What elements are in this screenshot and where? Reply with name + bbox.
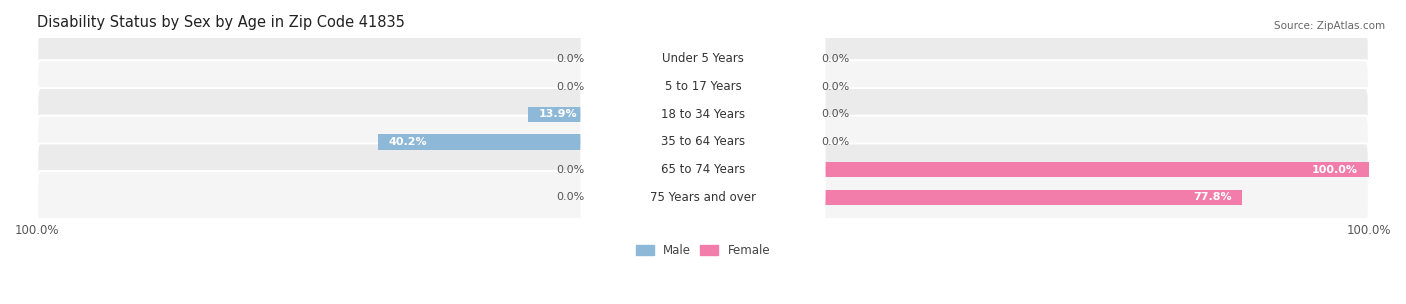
Text: 65 to 74 Years: 65 to 74 Years [661, 163, 745, 176]
FancyBboxPatch shape [581, 0, 825, 122]
Bar [799, 51, 813, 67]
Text: 0.0%: 0.0% [557, 192, 585, 202]
Text: 0.0%: 0.0% [557, 81, 585, 92]
Text: 0.0%: 0.0% [557, 165, 585, 175]
Bar [799, 107, 813, 122]
Bar [799, 162, 1369, 177]
Text: 100.0%: 100.0% [1312, 165, 1358, 175]
Text: 13.9%: 13.9% [538, 109, 578, 119]
Bar [799, 190, 1243, 205]
FancyBboxPatch shape [581, 24, 825, 150]
Text: Under 5 Years: Under 5 Years [662, 52, 744, 65]
Text: 0.0%: 0.0% [557, 54, 585, 64]
FancyBboxPatch shape [581, 134, 825, 260]
Bar [527, 107, 607, 122]
Text: 75 Years and over: 75 Years and over [650, 191, 756, 204]
FancyBboxPatch shape [37, 116, 1369, 168]
Text: 0.0%: 0.0% [821, 81, 849, 92]
Text: 18 to 34 Years: 18 to 34 Years [661, 108, 745, 121]
Bar [593, 51, 607, 67]
Text: 0.0%: 0.0% [821, 54, 849, 64]
FancyBboxPatch shape [37, 60, 1369, 113]
FancyBboxPatch shape [37, 143, 1369, 196]
Bar [378, 134, 607, 150]
FancyBboxPatch shape [37, 171, 1369, 224]
Legend: Male, Female: Male, Female [636, 244, 770, 257]
Text: 40.2%: 40.2% [388, 137, 427, 147]
Bar [593, 162, 607, 177]
Bar [799, 79, 813, 94]
Text: 35 to 64 Years: 35 to 64 Years [661, 136, 745, 148]
Bar [799, 134, 813, 150]
Text: 0.0%: 0.0% [821, 109, 849, 119]
FancyBboxPatch shape [37, 33, 1369, 85]
Text: Source: ZipAtlas.com: Source: ZipAtlas.com [1274, 21, 1385, 31]
FancyBboxPatch shape [581, 107, 825, 233]
Text: 0.0%: 0.0% [821, 137, 849, 147]
Bar [593, 190, 607, 205]
FancyBboxPatch shape [581, 79, 825, 205]
Bar [593, 79, 607, 94]
Text: 5 to 17 Years: 5 to 17 Years [665, 80, 741, 93]
FancyBboxPatch shape [37, 88, 1369, 140]
FancyBboxPatch shape [581, 51, 825, 177]
Text: 77.8%: 77.8% [1192, 192, 1232, 202]
Text: Disability Status by Sex by Age in Zip Code 41835: Disability Status by Sex by Age in Zip C… [37, 15, 405, 30]
